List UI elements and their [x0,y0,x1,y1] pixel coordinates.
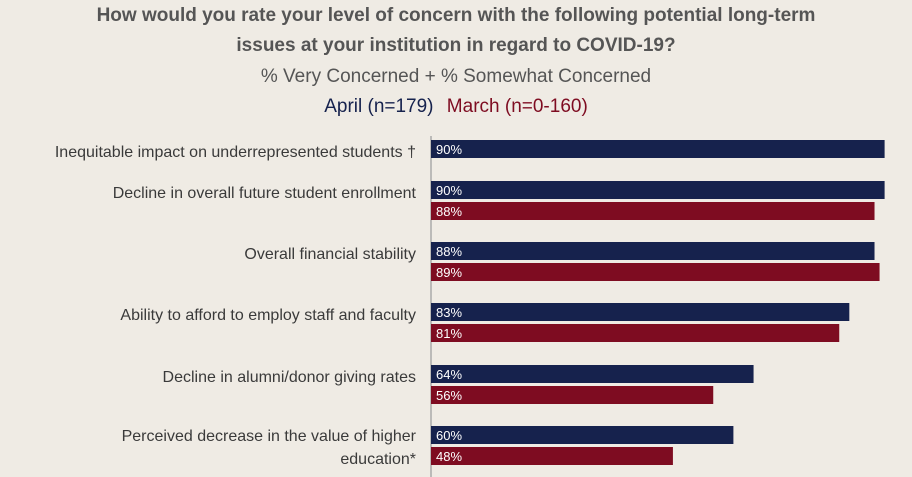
data-label: 48% [436,449,462,464]
data-label: 56% [436,388,462,403]
data-label: 90% [436,183,462,198]
bar [431,242,875,260]
data-label: 90% [436,142,462,157]
bar [431,324,840,342]
bar [431,447,673,465]
category-label: education* [340,451,416,468]
data-label: 60% [436,428,462,443]
bar [431,426,734,444]
data-label: 88% [436,204,462,219]
category-label: Decline in overall future student enroll… [113,185,417,202]
legend: April (n=179) March (n=0-160) [0,96,912,118]
bar [431,303,850,321]
bar [431,202,875,220]
category-label: Ability to afford to employ staff and fa… [120,307,416,324]
data-label: 89% [436,265,462,280]
bar [431,140,885,158]
data-label: 83% [436,305,462,320]
chart-title-line-1: How would you rate your level of concern… [96,5,816,26]
category-label: Decline in alumni/donor giving rates [163,369,416,386]
category-label: Inequitable impact on underrepresented s… [55,144,416,161]
chart-subtitle: % Very Concerned + % Somewhat Concerned [260,66,652,87]
category-label: Perceived decrease in the value of highe… [122,428,417,445]
bar [431,365,754,383]
bar [431,263,880,281]
legend-march: March (n=0-160) [446,96,588,117]
bar [431,181,885,199]
legend-april: April (n=179) [324,96,434,117]
data-label: 81% [436,326,462,341]
data-label: 64% [436,367,462,382]
chart-title-line-2: issues at your institution in regard to … [236,35,676,56]
data-label: 88% [436,244,462,259]
category-label: Overall financial stability [244,246,416,263]
bar [431,386,714,404]
